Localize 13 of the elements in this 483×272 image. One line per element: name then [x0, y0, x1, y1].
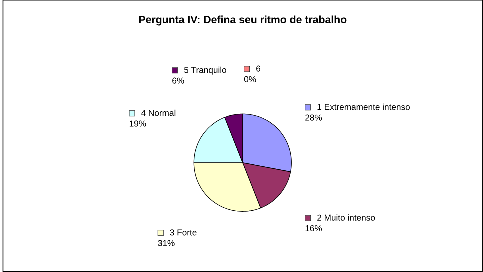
data-label: 16% — [306, 225, 322, 232]
chart-title: Pergunta IV: Defina seu ritmo de trabalho — [139, 16, 347, 26]
data-label: 6% — [172, 78, 184, 84]
legend-label: 4 Normal — [141, 110, 176, 116]
data-label: 31% — [158, 240, 175, 246]
legend-label: 2 Muito intenso — [318, 214, 376, 221]
data-label: 19% — [130, 120, 146, 127]
legend-label: 3 Forte — [170, 230, 197, 236]
legend-label: 6 — [256, 66, 261, 72]
data-label: 28% — [306, 114, 322, 121]
legend-label: 5 Tranquilo — [184, 66, 226, 75]
text: 0% — [244, 76, 256, 82]
legend-label: 1 Extremamente intenso — [318, 104, 410, 110]
